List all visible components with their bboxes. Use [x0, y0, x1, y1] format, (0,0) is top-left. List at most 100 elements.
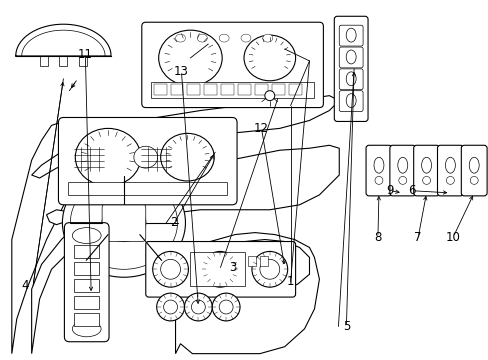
- Bar: [204, 84, 217, 95]
- Ellipse shape: [421, 157, 431, 173]
- Ellipse shape: [72, 228, 101, 243]
- Ellipse shape: [244, 35, 295, 81]
- Bar: [74, 246, 99, 258]
- Bar: [74, 296, 99, 309]
- FancyBboxPatch shape: [413, 145, 439, 196]
- Text: 7: 7: [414, 231, 421, 244]
- FancyBboxPatch shape: [366, 145, 391, 196]
- Bar: [79, 56, 87, 66]
- Bar: [221, 84, 234, 95]
- Ellipse shape: [152, 251, 188, 287]
- Text: 5: 5: [342, 320, 349, 333]
- Bar: [68, 182, 226, 195]
- Ellipse shape: [346, 72, 355, 86]
- Text: 10: 10: [445, 231, 460, 244]
- Bar: [138, 145, 173, 173]
- Ellipse shape: [445, 157, 454, 173]
- Ellipse shape: [102, 204, 145, 242]
- Text: 8: 8: [373, 231, 381, 244]
- Bar: [150, 82, 314, 98]
- FancyBboxPatch shape: [339, 25, 362, 46]
- Text: 6: 6: [407, 184, 415, 197]
- Bar: [74, 313, 99, 326]
- Ellipse shape: [251, 251, 287, 287]
- Ellipse shape: [158, 30, 222, 86]
- Bar: [153, 84, 166, 95]
- Bar: [247, 256, 255, 266]
- FancyBboxPatch shape: [59, 117, 237, 205]
- Ellipse shape: [75, 129, 141, 186]
- FancyBboxPatch shape: [334, 16, 367, 121]
- Bar: [60, 56, 67, 66]
- FancyBboxPatch shape: [339, 91, 362, 112]
- FancyBboxPatch shape: [339, 69, 362, 90]
- FancyBboxPatch shape: [339, 47, 362, 68]
- Ellipse shape: [346, 28, 355, 42]
- Ellipse shape: [219, 300, 233, 314]
- Ellipse shape: [70, 176, 177, 269]
- Polygon shape: [46, 210, 86, 225]
- Polygon shape: [32, 96, 339, 178]
- Bar: [170, 84, 183, 95]
- Polygon shape: [175, 233, 319, 354]
- Text: 1: 1: [286, 275, 294, 288]
- Ellipse shape: [161, 260, 180, 279]
- Ellipse shape: [210, 260, 230, 279]
- Ellipse shape: [374, 176, 382, 184]
- FancyBboxPatch shape: [145, 242, 295, 297]
- Ellipse shape: [468, 157, 478, 173]
- Ellipse shape: [175, 34, 185, 42]
- Text: 9: 9: [386, 184, 393, 197]
- Bar: [190, 252, 244, 286]
- FancyBboxPatch shape: [389, 145, 415, 196]
- Ellipse shape: [134, 146, 157, 168]
- Ellipse shape: [212, 293, 240, 321]
- Text: 13: 13: [174, 64, 188, 77]
- Ellipse shape: [163, 300, 177, 314]
- Bar: [74, 262, 99, 275]
- Bar: [187, 84, 200, 95]
- Ellipse shape: [202, 251, 238, 287]
- Ellipse shape: [264, 91, 274, 100]
- FancyBboxPatch shape: [102, 204, 145, 242]
- Bar: [238, 84, 250, 95]
- Ellipse shape: [62, 168, 185, 277]
- Ellipse shape: [446, 176, 453, 184]
- FancyBboxPatch shape: [460, 145, 486, 196]
- Polygon shape: [86, 170, 163, 274]
- Polygon shape: [180, 239, 309, 295]
- Ellipse shape: [373, 157, 383, 173]
- Bar: [254, 84, 267, 95]
- Bar: [259, 256, 267, 266]
- Bar: [71, 145, 107, 173]
- Ellipse shape: [241, 34, 250, 42]
- Ellipse shape: [397, 157, 407, 173]
- Text: 11: 11: [78, 48, 93, 61]
- Text: 4: 4: [21, 279, 29, 292]
- Ellipse shape: [259, 260, 279, 279]
- Ellipse shape: [156, 293, 184, 321]
- Ellipse shape: [72, 321, 101, 337]
- Ellipse shape: [469, 176, 477, 184]
- Ellipse shape: [346, 94, 355, 108]
- Bar: [288, 84, 301, 95]
- Ellipse shape: [184, 293, 212, 321]
- Polygon shape: [12, 121, 81, 354]
- Text: 2: 2: [170, 216, 178, 229]
- Ellipse shape: [197, 34, 207, 42]
- FancyBboxPatch shape: [142, 22, 323, 108]
- Ellipse shape: [161, 133, 214, 181]
- Text: 3: 3: [228, 261, 236, 274]
- Bar: [74, 279, 99, 292]
- FancyBboxPatch shape: [437, 145, 462, 196]
- Polygon shape: [32, 145, 339, 354]
- Ellipse shape: [398, 176, 406, 184]
- Ellipse shape: [346, 50, 355, 64]
- Ellipse shape: [422, 176, 429, 184]
- Bar: [271, 84, 284, 95]
- Text: 12: 12: [253, 122, 268, 135]
- Ellipse shape: [263, 34, 272, 42]
- Ellipse shape: [191, 300, 205, 314]
- Ellipse shape: [219, 34, 229, 42]
- FancyBboxPatch shape: [64, 223, 109, 342]
